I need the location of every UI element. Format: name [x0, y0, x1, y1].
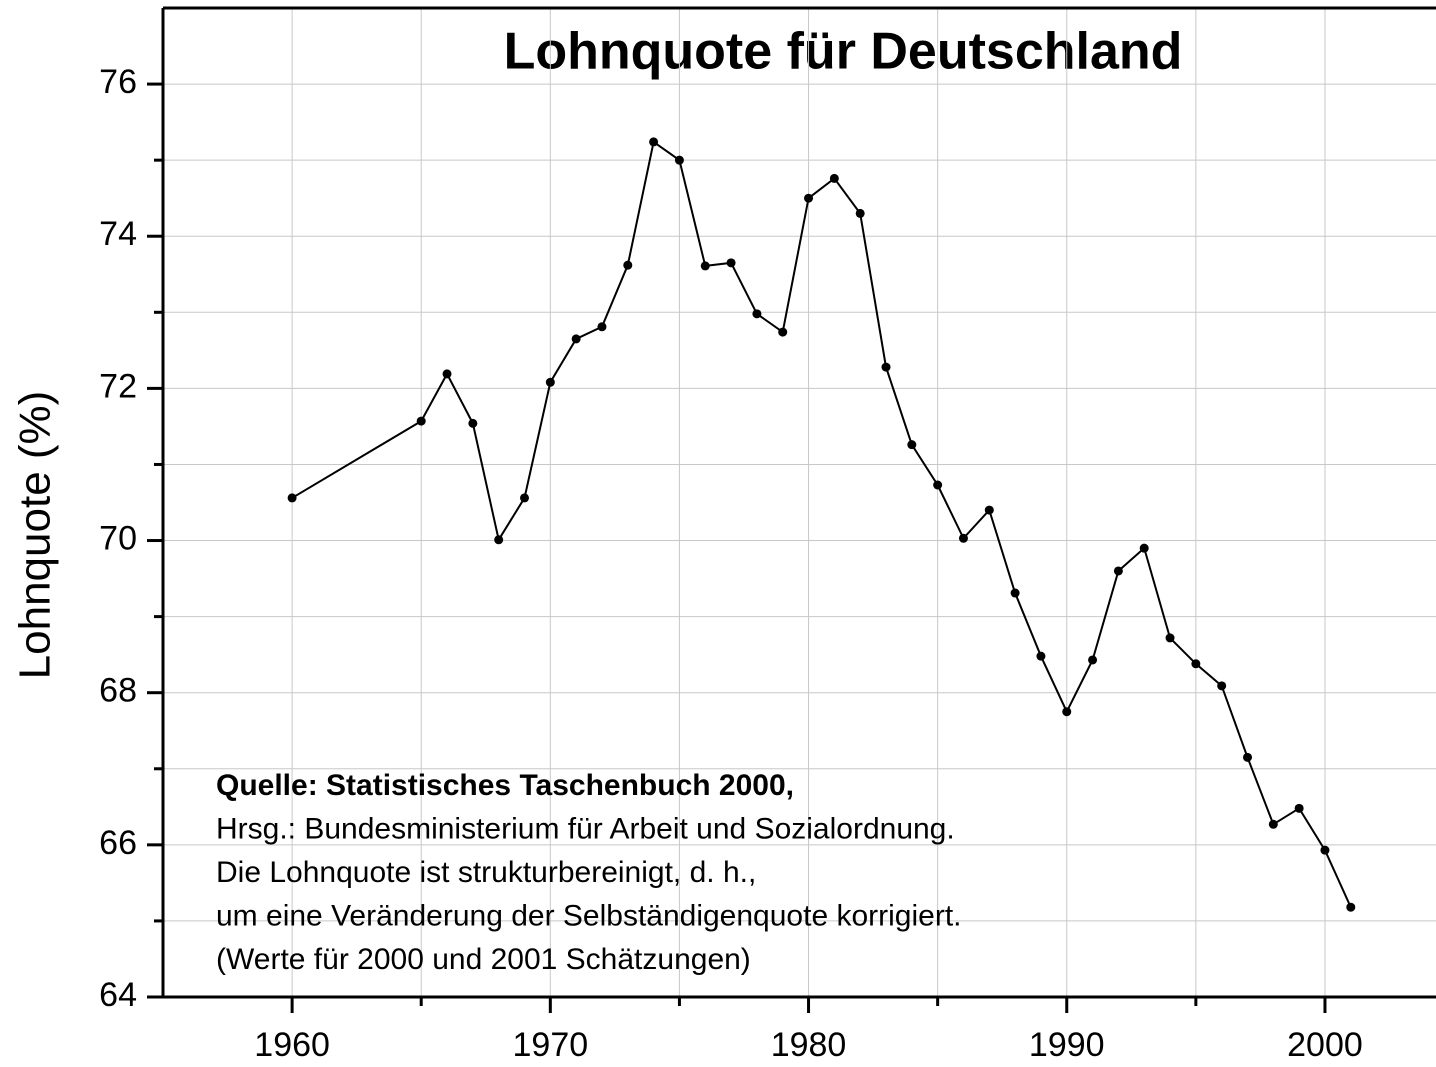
- data-point: [545, 377, 555, 387]
- chart-title: Lohnquote für Deutschland: [504, 23, 1183, 81]
- data-point: [597, 322, 607, 332]
- y-tick-label: 64: [99, 976, 137, 1014]
- data-point: [1010, 588, 1020, 598]
- annotation: Hrsg.: Bundesministerium für Arbeit und …: [216, 812, 955, 845]
- y-axis-label: Lohnquote (%): [11, 391, 60, 680]
- data-point: [442, 369, 452, 379]
- data-point: [1062, 707, 1072, 717]
- annotation: um eine Veränderung der Selbständigenquo…: [216, 899, 962, 932]
- x-tick-label: 2000: [1287, 1026, 1363, 1064]
- x-tick-label: 1990: [1029, 1026, 1105, 1064]
- data-point: [623, 260, 633, 270]
- x-tick-label: 1970: [513, 1026, 589, 1064]
- x-tick-label: 1960: [254, 1026, 330, 1064]
- data-line: [291, 140, 1352, 908]
- y-tick-label: 72: [99, 367, 137, 405]
- data-point: [674, 155, 684, 165]
- data-point: [1088, 655, 1098, 665]
- data-point: [855, 208, 865, 218]
- data-point: [520, 493, 530, 503]
- data-point: [649, 137, 659, 147]
- y-tick-label: 68: [99, 672, 137, 710]
- y-tick-label: 74: [99, 215, 137, 253]
- data-point: [1191, 659, 1201, 669]
- data-point: [778, 327, 788, 337]
- annotation: Die Lohnquote ist strukturbereinigt, d. …: [216, 856, 756, 889]
- data-point: [726, 258, 736, 268]
- data-point: [958, 533, 968, 543]
- y-tick-label: 76: [99, 63, 137, 101]
- data-point: [494, 535, 504, 545]
- data-point: [907, 440, 917, 450]
- data-point: [933, 480, 943, 490]
- annotation: Quelle: Statistisches Taschenbuch 2000,: [216, 769, 794, 802]
- data-point: [1165, 633, 1175, 643]
- data-point: [1139, 543, 1149, 553]
- data-point: [829, 173, 839, 183]
- data-point: [700, 261, 710, 271]
- data-point: [1217, 681, 1227, 691]
- data-point: [1268, 819, 1278, 829]
- data-point: [1294, 803, 1304, 813]
- data-point: [1346, 902, 1356, 912]
- data-point: [1113, 566, 1123, 576]
- x-tick-label: 1980: [771, 1026, 847, 1064]
- y-tick-label: 70: [99, 520, 137, 558]
- data-point: [1320, 845, 1330, 855]
- data-point: [416, 416, 426, 426]
- data-point: [571, 334, 581, 344]
- data-point: [1243, 752, 1253, 762]
- data-point: [468, 418, 478, 428]
- y-tick-label: 66: [99, 824, 137, 862]
- data-point: [1036, 651, 1046, 661]
- data-point: [287, 493, 297, 503]
- data-point: [752, 309, 762, 319]
- annotation: (Werte für 2000 und 2001 Schätzungen): [216, 943, 751, 976]
- data-point: [881, 362, 891, 372]
- data-point: [804, 193, 814, 203]
- data-point: [984, 505, 994, 515]
